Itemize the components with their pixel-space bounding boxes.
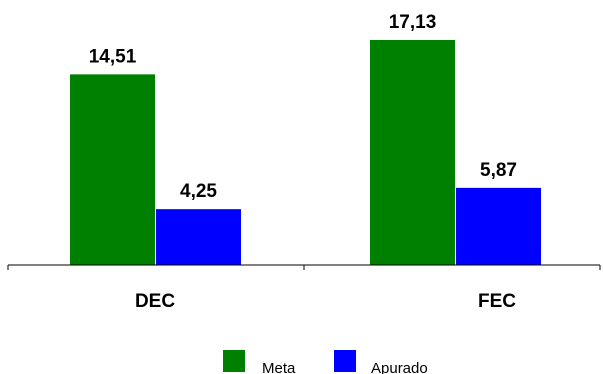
value-label-dec-apurado: 4,25	[180, 181, 217, 202]
x-axis	[7, 264, 601, 270]
value-label-fec-meta: 17,13	[389, 12, 437, 33]
legend-label-meta: Meta	[262, 360, 296, 374]
bar-fec-meta	[370, 39, 455, 266]
legend: Meta Apurado	[223, 350, 428, 374]
category-label-fec: FEC	[478, 291, 516, 312]
category-labels-group: DEC FEC	[135, 291, 516, 312]
value-label-fec-apurado: 5,87	[480, 160, 517, 181]
bar-fec-apurado	[456, 187, 541, 265]
value-label-dec-meta: 14,51	[89, 46, 137, 67]
bar-dec-meta	[70, 74, 155, 265]
legend-label-apurado: Apurado	[371, 360, 428, 374]
legend-swatch-apurado	[334, 350, 356, 372]
bars-group	[70, 39, 541, 266]
bar-dec-apurado	[156, 209, 241, 265]
legend-swatch-meta	[223, 350, 245, 372]
category-label-dec: DEC	[135, 291, 175, 312]
value-labels-group: 14,51 4,25 17,13 5,87	[89, 12, 517, 202]
